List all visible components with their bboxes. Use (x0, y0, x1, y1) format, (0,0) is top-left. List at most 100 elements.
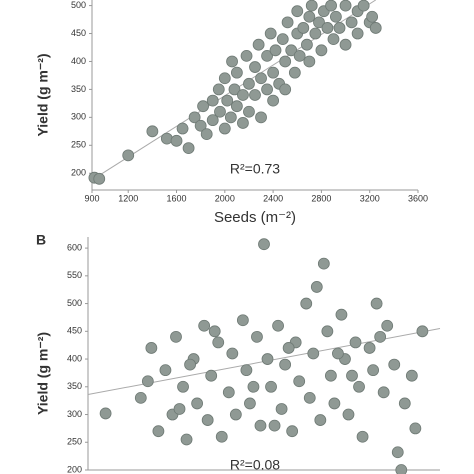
point (325, 0, 337, 12)
x-tick-label: 1600 (167, 193, 187, 203)
point (285, 44, 298, 57)
point (328, 397, 341, 410)
point (288, 66, 301, 79)
x-tick-label: 3200 (360, 193, 380, 203)
x-tick-label: 900 (84, 193, 99, 203)
point (222, 386, 235, 399)
x-tick-label: 3600 (408, 193, 428, 203)
point (305, 0, 318, 12)
point (327, 33, 340, 46)
point (315, 44, 328, 57)
point (201, 414, 214, 426)
point (416, 325, 429, 338)
point (191, 397, 204, 410)
y-tick-label: 200 (67, 464, 82, 474)
point (228, 83, 241, 96)
x-tick-label: 1200 (118, 193, 138, 203)
y-tick-label: 500 (67, 298, 82, 308)
point (301, 38, 313, 51)
point (297, 22, 310, 34)
point (261, 83, 273, 96)
point (240, 364, 253, 377)
point (261, 49, 273, 62)
point (208, 325, 221, 338)
y-tick-label: 250 (71, 140, 86, 150)
point (366, 10, 379, 23)
point (170, 330, 182, 343)
point (254, 419, 267, 432)
point (303, 55, 316, 68)
point (134, 391, 147, 404)
point (215, 430, 228, 443)
point (226, 347, 239, 360)
point (333, 22, 346, 34)
point (369, 22, 382, 34)
point (249, 89, 261, 101)
point (310, 281, 323, 293)
y-tick-label: 550 (67, 270, 82, 280)
point (353, 380, 365, 393)
point (252, 38, 265, 51)
point (180, 433, 193, 446)
point (282, 342, 295, 354)
point (388, 358, 401, 371)
point (339, 38, 352, 51)
point (212, 83, 225, 96)
point (160, 132, 173, 145)
point (269, 44, 282, 57)
point (218, 72, 231, 85)
point (221, 94, 234, 107)
x-tick-label: 2000 (215, 193, 235, 203)
point (293, 375, 306, 388)
point (237, 117, 249, 129)
point (267, 66, 280, 79)
y-tick-label: 500 (71, 0, 86, 10)
point (398, 397, 411, 410)
point (381, 319, 394, 332)
point (224, 111, 237, 124)
point (170, 134, 183, 147)
y-tick-label: 350 (71, 84, 86, 94)
point (230, 100, 243, 113)
y-tick-label: 450 (67, 326, 82, 336)
point (188, 111, 201, 124)
point (268, 419, 281, 432)
y-tick-label: 250 (67, 437, 82, 447)
point (349, 336, 362, 349)
point (317, 257, 330, 270)
point (356, 430, 369, 443)
point (309, 27, 322, 40)
point (314, 414, 327, 426)
point (152, 425, 165, 438)
point (313, 16, 325, 29)
y-tick-label: 350 (67, 381, 82, 391)
point (255, 111, 267, 124)
point (200, 128, 213, 141)
y-tick-label: 400 (71, 56, 86, 66)
point (99, 407, 112, 420)
point (293, 49, 306, 62)
point (205, 369, 218, 382)
point (176, 122, 189, 135)
y-tick-label: 450 (71, 28, 86, 38)
point (237, 89, 249, 101)
point (321, 22, 334, 34)
point (93, 172, 106, 185)
point (339, 0, 352, 12)
point (275, 403, 288, 415)
point (346, 369, 358, 382)
x-axis-label: Seeds (m⁻²) (214, 209, 296, 226)
point (321, 325, 334, 338)
point (194, 119, 207, 132)
y-tick-label: 600 (67, 242, 82, 252)
point (291, 5, 304, 18)
point (247, 380, 260, 393)
x-tick-label: 2800 (311, 193, 331, 203)
point (300, 297, 313, 310)
y-axis-label: Yield (g m⁻²) (35, 53, 51, 136)
point (303, 391, 316, 404)
annotation: R²=0.73 (230, 161, 280, 177)
point (370, 297, 383, 310)
point (198, 319, 211, 332)
